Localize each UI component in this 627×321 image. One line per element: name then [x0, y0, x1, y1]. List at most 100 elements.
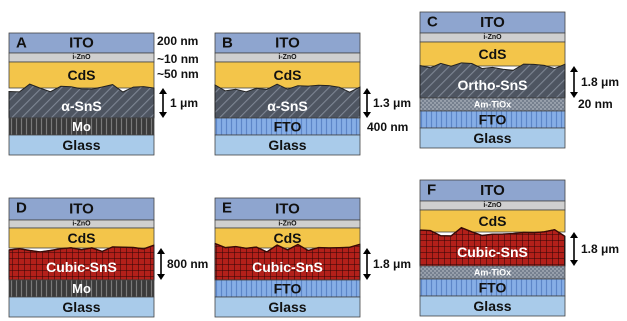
layer-cds: [419, 41, 566, 67]
layer-label-ito: ITO: [69, 201, 94, 218]
layer-label-cds: CdS: [68, 67, 96, 83]
layer-label-cds: CdS: [479, 213, 507, 229]
thickness-label-absorber: 1.8 μm: [581, 242, 619, 256]
glass-layer-rect: [8, 296, 155, 318]
thickness-arrow-head-down: [159, 112, 167, 118]
panel-letter: B: [222, 35, 233, 52]
absorber-top-edge: [8, 244, 155, 253]
glass-layer-rect: [419, 127, 566, 149]
layer-label-fto: FTO: [479, 112, 507, 128]
thickness-label-absorber: 1.3 μm: [373, 96, 411, 110]
layer-label-fto: FTO: [479, 280, 507, 296]
thickness-arrow-head-down: [157, 274, 165, 280]
layer-absorber: [214, 83, 361, 119]
cds-layer-rect: [8, 61, 155, 89]
absorber-layer-shape: [8, 83, 155, 119]
layer-label-glass: Glass: [62, 299, 100, 315]
cds-layer-rect: [419, 41, 566, 67]
layer-label-cds: CdS: [68, 230, 96, 246]
panel-letter: C: [427, 14, 438, 31]
layer-label-izno: i-ZnO: [483, 202, 502, 209]
thickness-arrow-head-down: [363, 112, 371, 118]
layer-cds: [214, 61, 361, 89]
layer-label-absorber: Ortho-SnS: [458, 77, 528, 93]
panel-b: ITO i-ZnO CdS α-SnS FTO Glass B 1.3 μm 400 nm: [214, 32, 411, 156]
layer-cds: [8, 61, 155, 89]
panel-c: ITO i-ZnO CdS Ortho-SnS Am-TiOx FTO Glass C 1.8 …: [419, 11, 619, 149]
thickness-arrow-head-up: [570, 66, 578, 72]
layer-cds: [8, 227, 155, 249]
layer-absorber: [419, 62, 566, 99]
layer-label-glass: Glass: [473, 130, 511, 146]
layer-absorber: [419, 226, 566, 267]
panel-letter: D: [16, 200, 27, 217]
layer-absorber: [8, 83, 155, 119]
thickness-label-fto: 400 nm: [367, 120, 408, 134]
layer-absorber: [214, 242, 361, 281]
thickness-arrow-head-up: [363, 88, 371, 94]
layer-label-glass: Glass: [268, 137, 306, 153]
cds-layer-rect: [419, 209, 566, 233]
layer-glass: [8, 296, 155, 318]
layer-glass: [419, 295, 566, 317]
layer-label-am-tio: Am-TiOx: [474, 268, 511, 278]
layer-glass: [214, 296, 361, 318]
layer-label-glass: Glass: [62, 137, 100, 153]
thickness-label-absorber: 1.8 μm: [373, 257, 411, 271]
layer-glass: [8, 134, 155, 156]
layer-label-izno: i-ZnO: [483, 34, 502, 41]
thickness-arrow-head-up: [363, 248, 371, 254]
layer-label-cds: CdS: [274, 230, 302, 246]
layer-label-mo: Mo: [72, 281, 91, 296]
thickness-arrow-head-up: [570, 232, 578, 238]
layer-label-izno: i-ZnO: [72, 54, 91, 61]
layer-cds: [419, 209, 566, 233]
panel-letter: E: [222, 200, 232, 217]
glass-layer-rect: [214, 296, 361, 318]
layer-label-ito: ITO: [480, 182, 505, 199]
thickness-arrow-head-up: [157, 248, 165, 254]
thickness-label-absorber: 800 nm: [167, 257, 208, 271]
layer-label-cds: CdS: [274, 67, 302, 83]
panel-d: ITO i-ZnO CdS Cubic-SnS Mo Glass D 800 nm: [8, 197, 208, 318]
thickness-label-izno: ~10 nm: [157, 52, 199, 66]
layer-label-fto: FTO: [274, 119, 302, 135]
layer-label-fto: FTO: [274, 281, 302, 297]
layer-label-glass: Glass: [473, 298, 511, 314]
layer-label-absorber: Cubic-SnS: [46, 259, 117, 275]
thickness-arrow-head-down: [570, 92, 578, 98]
layer-label-absorber: α-SnS: [61, 98, 102, 114]
panel-f: ITO i-ZnO CdS Cubic-SnS Am-TiOx FTO Glass F 1.8 …: [419, 179, 619, 317]
layer-label-glass: Glass: [268, 299, 306, 315]
thickness-arrow-head-up: [159, 88, 167, 94]
layer-label-izno: i-ZnO: [278, 54, 297, 61]
absorber-layer-shape: [214, 83, 361, 119]
layer-cds: [214, 227, 361, 249]
layer-label-cds: CdS: [479, 46, 507, 62]
layer-label-mo: Mo: [72, 119, 91, 134]
layer-label-absorber: α-SnS: [267, 98, 308, 114]
layer-label-izno: i-ZnO: [72, 221, 91, 228]
glass-layer-rect: [419, 295, 566, 317]
absorber-layer-shape: [419, 62, 566, 99]
cds-layer-rect: [8, 227, 155, 249]
cds-layer-rect: [214, 227, 361, 249]
layer-glass: [419, 127, 566, 149]
absorber-top-edge: [214, 242, 361, 253]
glass-layer-rect: [214, 134, 361, 156]
panel-e: ITO i-ZnO CdS Cubic-SnS FTO Glass E 1.8 μm: [214, 197, 411, 318]
panel-a: ITO i-ZnO CdS α-SnS Mo Glass A 200 nm ~10 nm~50 …: [8, 32, 199, 156]
layer-absorber: [8, 244, 155, 281]
layer-label-izno: i-ZnO: [278, 221, 297, 228]
glass-layer-rect: [8, 134, 155, 156]
layer-label-ito: ITO: [275, 35, 300, 52]
thickness-label-am-tio: 20 nm: [578, 97, 613, 111]
thickness-label-absorber: 1 μm: [170, 96, 198, 110]
thickness-label-cds: ~50 nm: [157, 67, 199, 81]
layer-glass: [214, 134, 361, 156]
layer-label-ito: ITO: [69, 35, 94, 52]
layer-label-absorber: Cubic-SnS: [457, 244, 528, 260]
layer-label-absorber: Cubic-SnS: [252, 259, 323, 275]
panel-letter: F: [427, 182, 436, 199]
